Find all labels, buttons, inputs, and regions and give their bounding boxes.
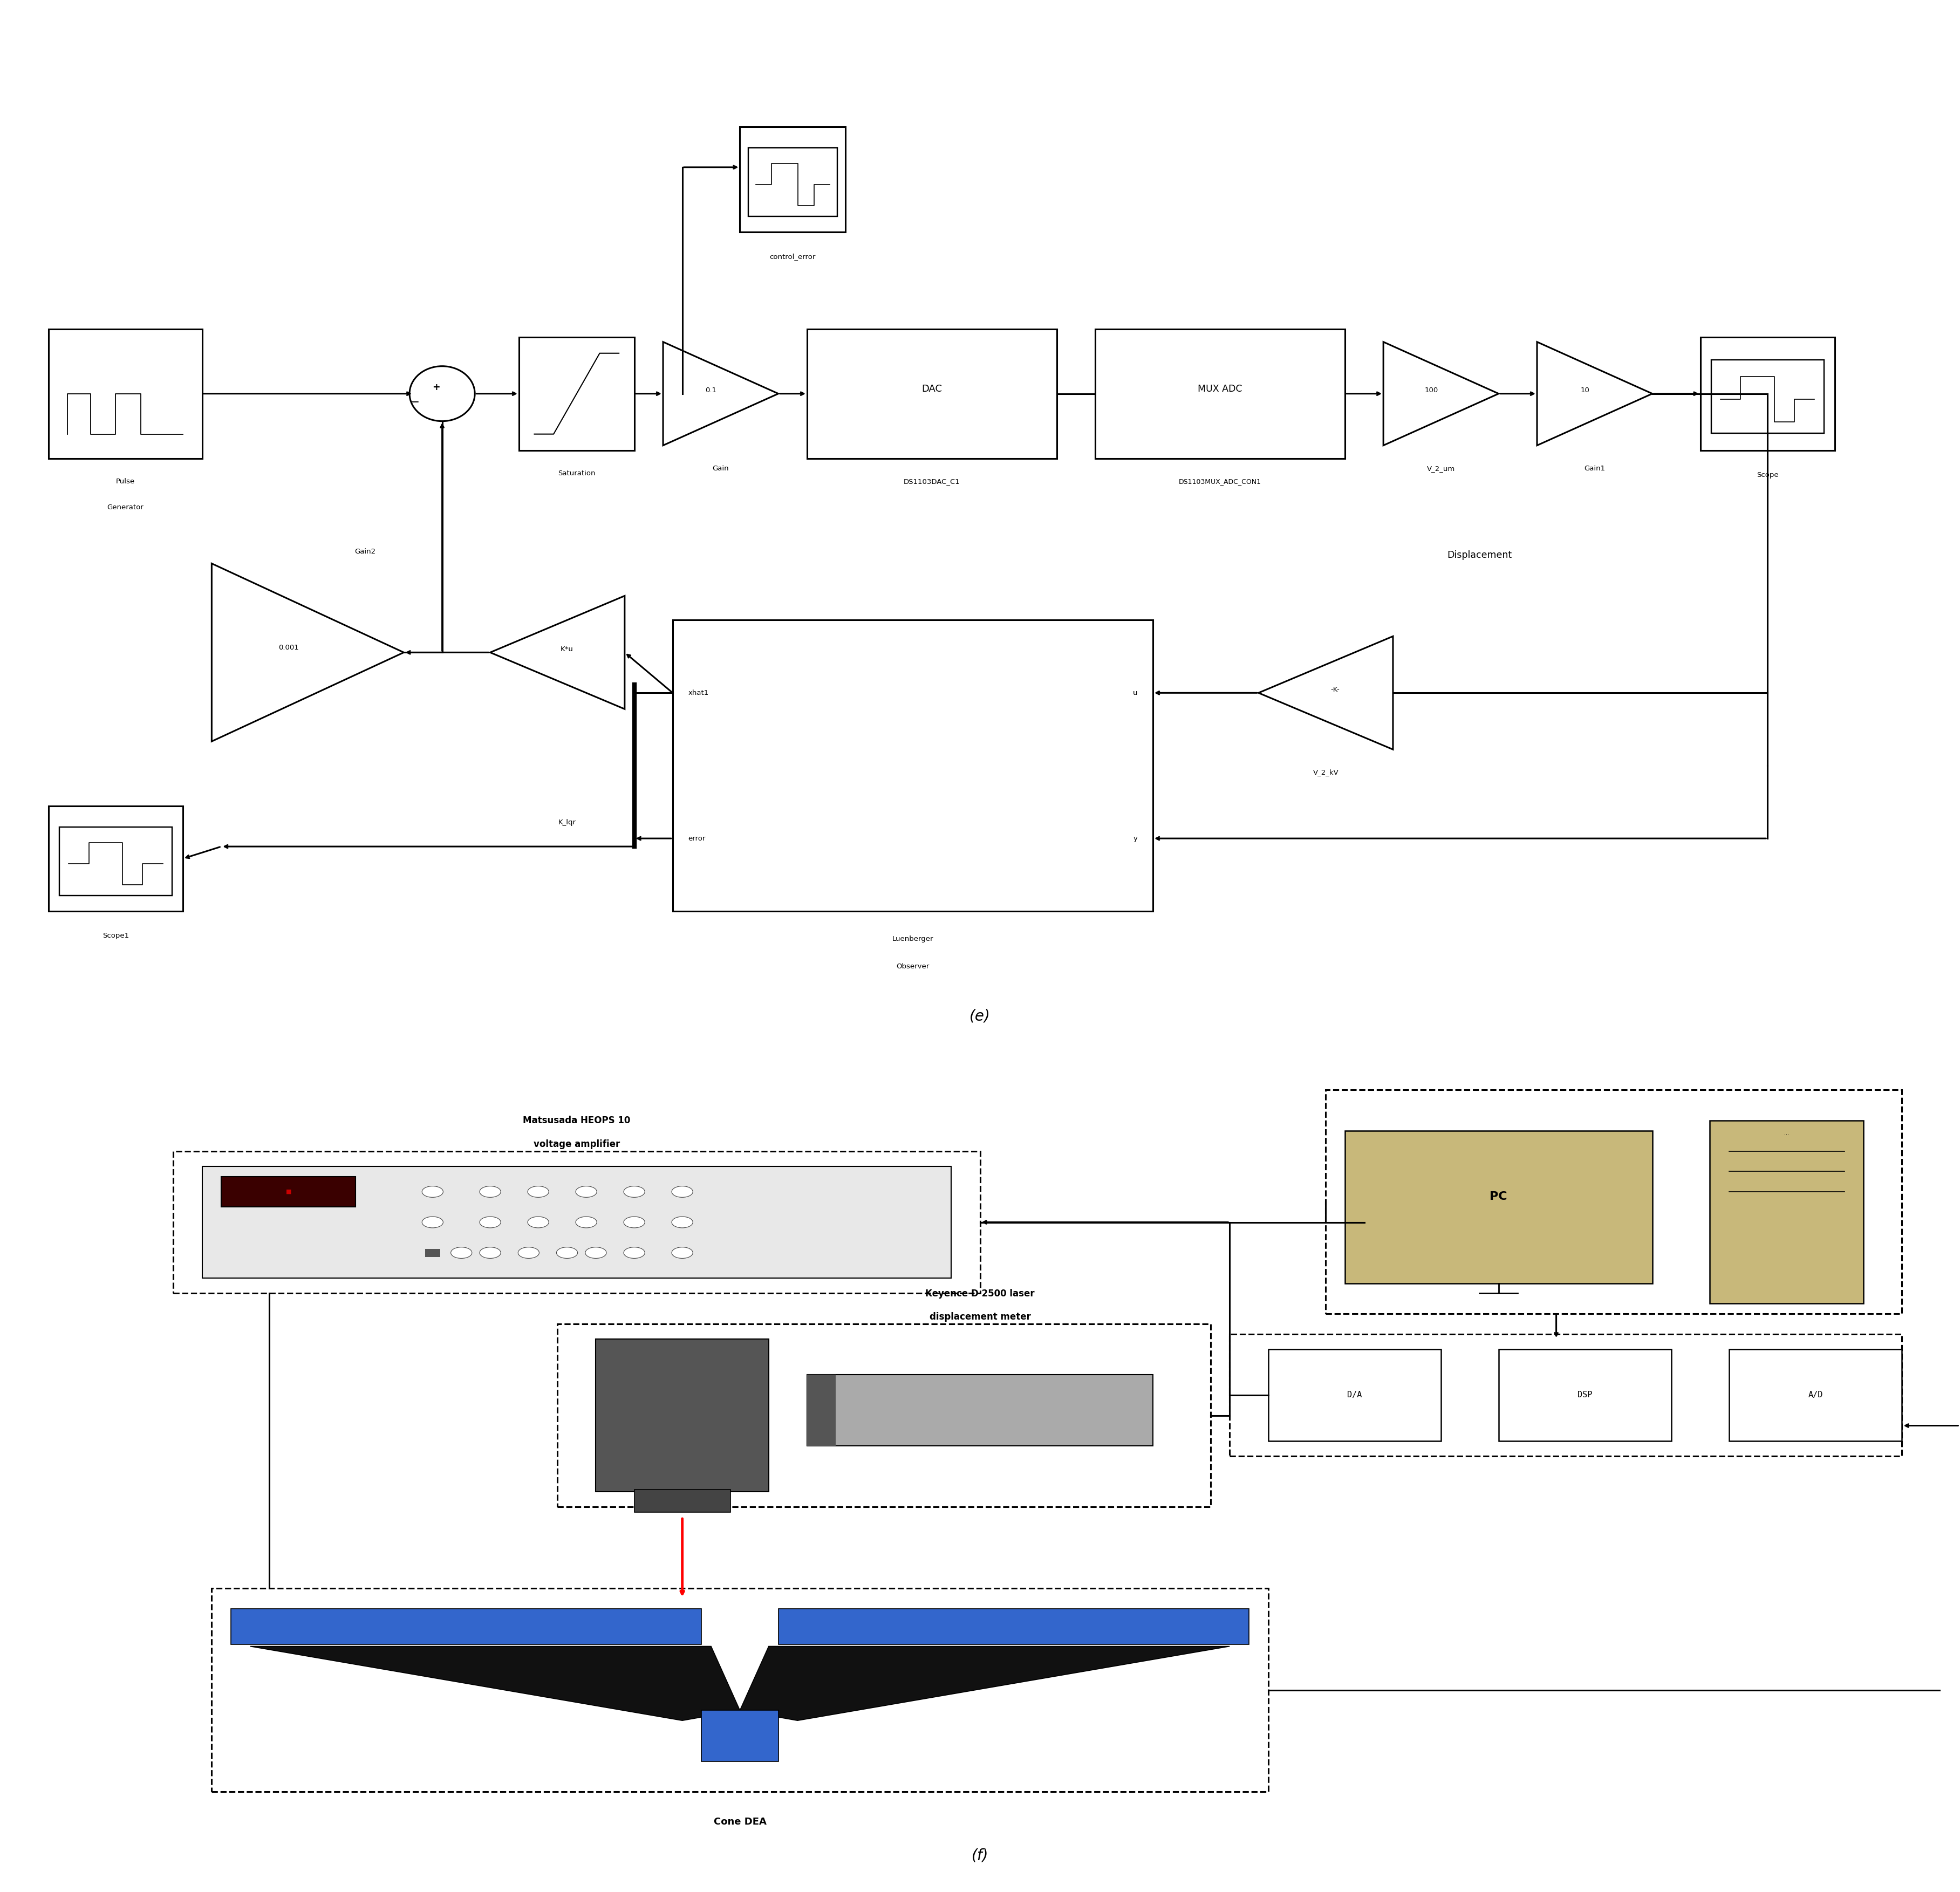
Bar: [596, 1340, 768, 1491]
Text: 100: 100: [1425, 388, 1439, 394]
Text: Matsusada HEOPS 10: Matsusada HEOPS 10: [523, 1116, 631, 1126]
Text: +: +: [433, 382, 441, 392]
Bar: [1711, 359, 1825, 433]
Text: ■: ■: [286, 1188, 292, 1194]
Circle shape: [623, 1217, 645, 1228]
Text: V_2_kV: V_2_kV: [1313, 768, 1339, 776]
Bar: [1701, 337, 1835, 450]
Polygon shape: [251, 1646, 741, 1720]
Polygon shape: [778, 1608, 1249, 1644]
Circle shape: [480, 1247, 500, 1258]
Bar: [202, 1165, 951, 1279]
Bar: [1345, 1131, 1652, 1283]
Text: u: u: [1133, 689, 1137, 696]
Text: -K-: -K-: [1331, 687, 1341, 692]
Circle shape: [576, 1217, 596, 1228]
Bar: [749, 148, 837, 216]
Circle shape: [672, 1186, 692, 1198]
Text: Gain: Gain: [711, 465, 729, 471]
Circle shape: [623, 1247, 645, 1258]
Circle shape: [586, 1247, 606, 1258]
Text: D/A: D/A: [1347, 1391, 1362, 1400]
Text: DSP: DSP: [1578, 1391, 1592, 1400]
Circle shape: [421, 1217, 443, 1228]
Bar: [49, 806, 182, 912]
Text: Gain2: Gain2: [355, 549, 376, 556]
Text: ...: ...: [1784, 1130, 1789, 1135]
Text: xhat1: xhat1: [688, 689, 710, 696]
Bar: [635, 1489, 731, 1512]
Text: voltage amplifier: voltage amplifier: [533, 1139, 619, 1148]
Circle shape: [527, 1186, 549, 1198]
Text: K*u: K*u: [561, 645, 574, 653]
Text: Displacement: Displacement: [1446, 551, 1511, 560]
Bar: [425, 1249, 441, 1256]
Text: DAC: DAC: [921, 384, 943, 394]
Polygon shape: [231, 1608, 702, 1644]
Circle shape: [672, 1247, 692, 1258]
Polygon shape: [741, 1646, 1229, 1720]
Bar: [1268, 1349, 1441, 1442]
Text: V_2_um: V_2_um: [1427, 465, 1454, 471]
Bar: [1229, 1334, 1901, 1457]
Text: −: −: [412, 397, 419, 407]
Text: K_lqr: K_lqr: [559, 819, 576, 825]
Text: MUX ADC: MUX ADC: [1198, 384, 1243, 394]
Text: Scope: Scope: [1756, 471, 1778, 479]
Text: 0.001: 0.001: [278, 643, 298, 651]
Circle shape: [576, 1186, 596, 1198]
Text: (e): (e): [970, 1008, 990, 1024]
Bar: [519, 337, 635, 450]
Text: Gain1: Gain1: [1584, 465, 1605, 471]
Text: error: error: [688, 834, 706, 842]
Text: PC: PC: [1490, 1192, 1507, 1201]
Bar: [808, 1375, 1152, 1445]
Text: A/D: A/D: [1809, 1391, 1823, 1400]
Circle shape: [517, 1247, 539, 1258]
Circle shape: [623, 1186, 645, 1198]
Text: Observer: Observer: [896, 963, 929, 971]
Bar: [1096, 329, 1345, 458]
Text: 0.1: 0.1: [706, 388, 717, 394]
Bar: [808, 1375, 835, 1445]
Bar: [1729, 1349, 1901, 1442]
Text: Saturation: Saturation: [559, 469, 596, 477]
Bar: [172, 1150, 980, 1294]
Bar: [741, 127, 845, 233]
Text: y: y: [1133, 834, 1137, 842]
Circle shape: [672, 1217, 692, 1228]
Bar: [672, 621, 1152, 912]
Bar: [557, 1324, 1211, 1506]
Text: 10: 10: [1580, 388, 1590, 394]
Circle shape: [480, 1186, 500, 1198]
Bar: [1499, 1349, 1672, 1442]
Circle shape: [527, 1217, 549, 1228]
Circle shape: [557, 1247, 578, 1258]
Text: Generator: Generator: [108, 503, 143, 511]
Text: Scope1: Scope1: [102, 933, 129, 938]
Polygon shape: [702, 1710, 778, 1761]
Bar: [808, 329, 1056, 458]
Text: DS1103MUX_ADC_CON1: DS1103MUX_ADC_CON1: [1178, 479, 1262, 484]
Circle shape: [421, 1186, 443, 1198]
Text: displacement meter: displacement meter: [929, 1313, 1031, 1323]
Bar: [49, 329, 202, 458]
Circle shape: [480, 1217, 500, 1228]
Text: DS1103DAC_C1: DS1103DAC_C1: [904, 479, 960, 484]
Bar: [1709, 1120, 1864, 1304]
Bar: [1325, 1090, 1901, 1313]
Text: Cone DEA: Cone DEA: [713, 1816, 766, 1828]
Bar: [212, 1587, 1268, 1792]
Bar: [59, 827, 172, 895]
Circle shape: [451, 1247, 472, 1258]
Text: (f): (f): [972, 1848, 988, 1864]
Text: Pulse: Pulse: [116, 479, 135, 484]
Text: Keyence D 2500 laser: Keyence D 2500 laser: [925, 1288, 1035, 1298]
Bar: [221, 1177, 357, 1207]
Text: control_error: control_error: [770, 254, 815, 259]
Text: Luenberger: Luenberger: [892, 935, 933, 942]
